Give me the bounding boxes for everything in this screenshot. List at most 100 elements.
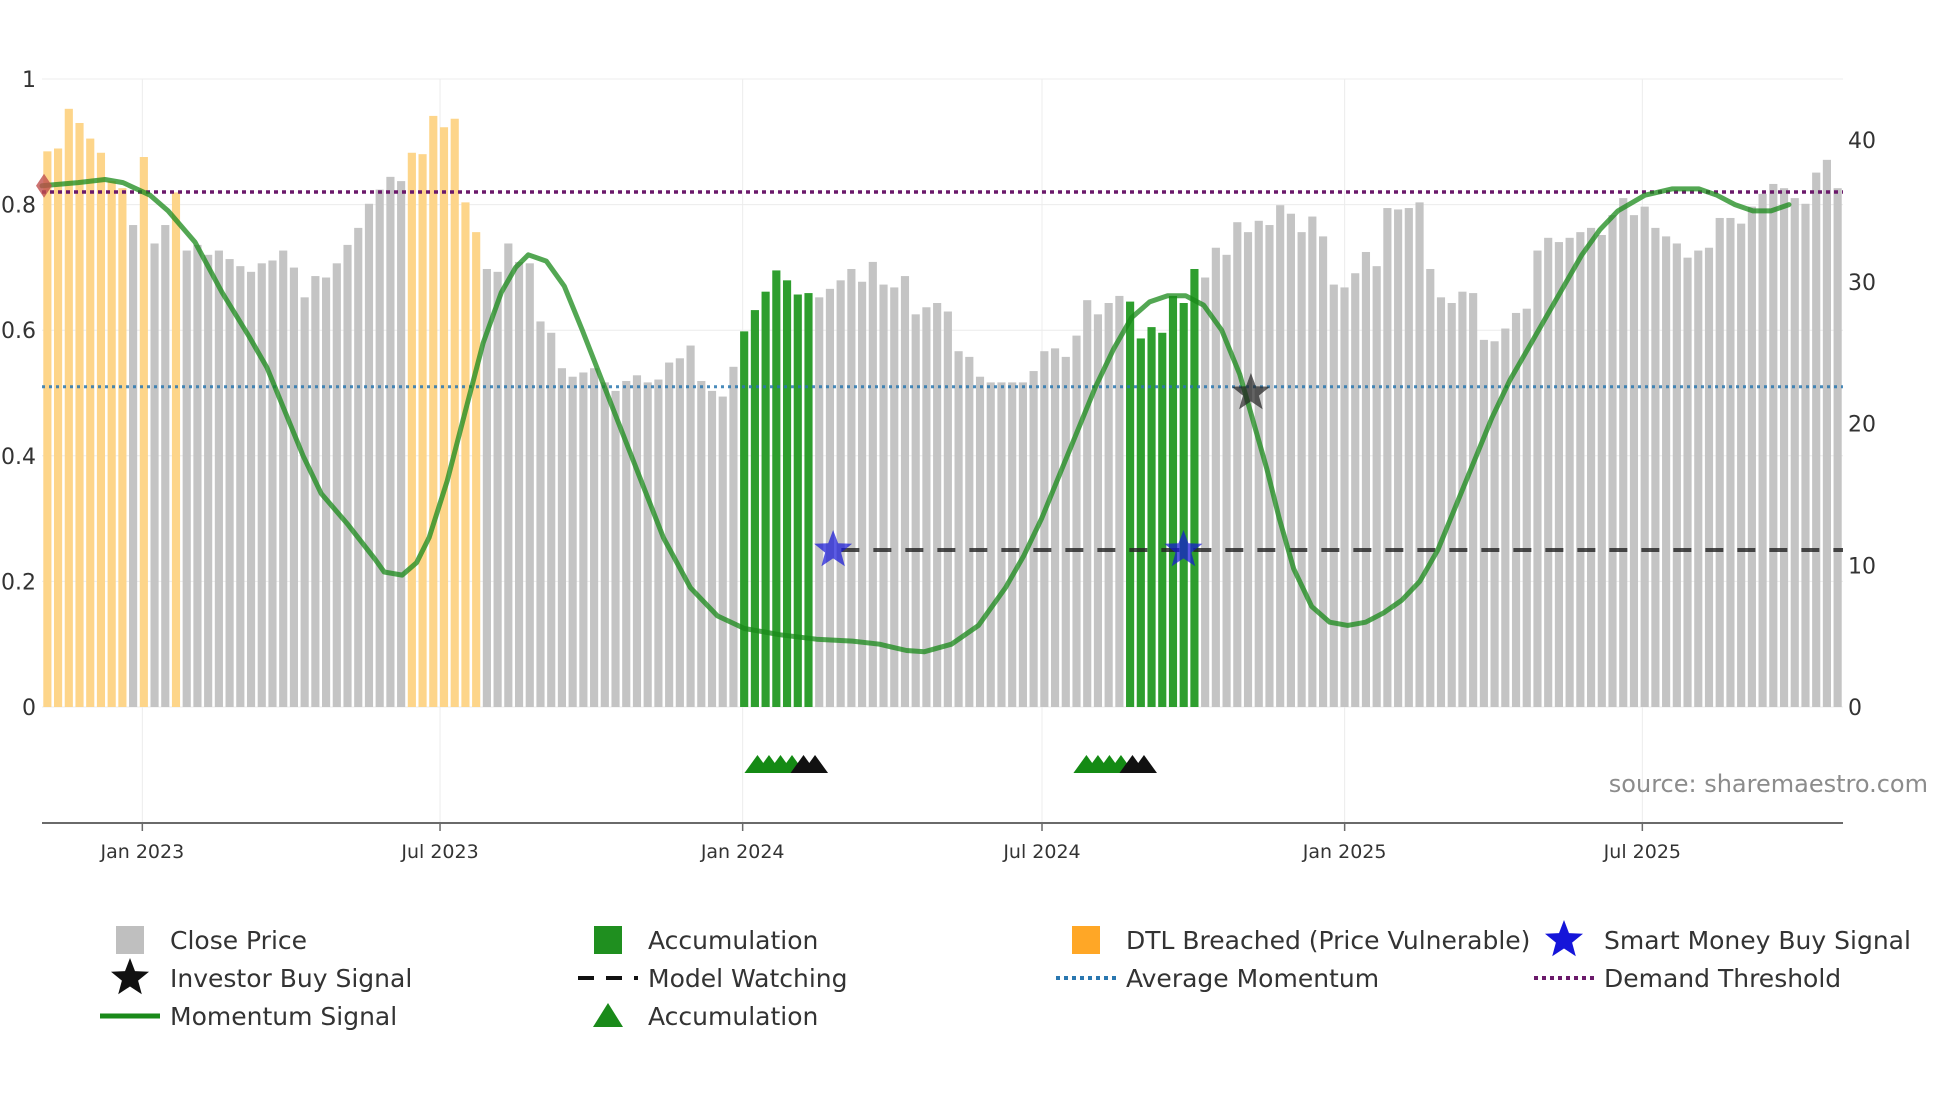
price-bar: [1243, 232, 1253, 707]
price-bar: [547, 332, 556, 707]
legend-label: Smart Money Buy Signal: [1604, 926, 1911, 955]
left-tick-label: 0.6: [1, 319, 36, 344]
accumulation-marker-strip: [744, 755, 1157, 773]
price-bar: [1747, 206, 1756, 707]
legend-model-watching: Model Watching: [578, 964, 848, 993]
price-bar: [1179, 303, 1188, 707]
price-bar: [590, 368, 599, 707]
price-bar: [1265, 225, 1274, 708]
price-bar: [1726, 217, 1735, 707]
price-bar: [236, 266, 245, 707]
price-bar: [686, 345, 695, 707]
price-bar: [182, 250, 191, 707]
price-bar: [1822, 159, 1831, 708]
x-tick-label: Jan 2025: [1302, 841, 1387, 863]
price-bar: [1779, 188, 1789, 707]
price-bar: [43, 151, 52, 708]
legend-accumulation: Accumulation: [593, 1002, 818, 1031]
price-bar: [1136, 338, 1145, 707]
price-bar: [600, 382, 609, 707]
legend-accumulation: Accumulation: [594, 926, 818, 955]
price-bar: [707, 390, 717, 707]
right-tick-label: 0: [1848, 696, 1862, 721]
price-bar: [1640, 206, 1649, 707]
price-bar: [493, 271, 502, 707]
price-bar: [118, 188, 127, 707]
right-tick-label: 40: [1848, 129, 1876, 154]
legend-label: Demand Threshold: [1604, 964, 1841, 993]
price-bar: [1394, 209, 1403, 707]
price-bar: [1565, 237, 1574, 707]
price-bar: [1361, 251, 1371, 708]
price-bar: [654, 379, 663, 707]
price-bar: [1629, 215, 1639, 707]
start-marker-icon: [36, 173, 52, 198]
price-bar: [1211, 247, 1220, 708]
price-bar: [675, 358, 684, 707]
price-bar: [793, 294, 802, 707]
price-bar: [1415, 202, 1424, 707]
price-bar: [697, 380, 706, 707]
price-bar: [729, 366, 738, 707]
left-tick-label: 1: [22, 68, 36, 93]
price-bar: [782, 280, 792, 707]
price-bar: [514, 261, 524, 707]
price-bar: [472, 232, 481, 707]
price-bar: [1372, 266, 1381, 707]
x-tick-label: Jan 2024: [700, 841, 785, 863]
price-bar: [1426, 268, 1435, 707]
price-bar: [322, 277, 331, 707]
price-bar: [1587, 227, 1596, 707]
source-caption: source: sharemaestro.com: [1609, 770, 1928, 798]
right-tick-label: 20: [1848, 413, 1876, 438]
price-bar: [397, 181, 406, 708]
price-bar: [997, 382, 1006, 707]
price-bar: [1522, 308, 1531, 707]
legend-average-momentum: Average Momentum: [1056, 964, 1379, 993]
reference-lines: [42, 190, 1843, 552]
price-bar: [107, 181, 116, 708]
price-bar: [214, 250, 223, 707]
price-bar: [1222, 254, 1231, 707]
price-bar: [665, 362, 674, 707]
price-bar: [740, 331, 749, 707]
price-bar: [1126, 301, 1135, 707]
price-bar: [825, 288, 835, 707]
price-bar: [922, 307, 931, 707]
price-bar: [772, 270, 781, 707]
price-bar: [150, 243, 159, 708]
legend-label: Average Momentum: [1126, 964, 1379, 993]
price-bar: [1040, 351, 1049, 707]
price-bar: [718, 396, 727, 707]
price-bar: [482, 268, 491, 707]
price-bar: [96, 152, 106, 707]
accumulation-triangle-icon: [1130, 755, 1157, 773]
price-bar: [1511, 312, 1521, 707]
legend-label: Model Watching: [648, 964, 848, 993]
price-bar: [975, 376, 985, 707]
price-bar: [429, 115, 438, 708]
price-bar: [1469, 293, 1478, 707]
legend-label: DTL Breached (Price Vulnerable): [1126, 926, 1530, 955]
price-bar: [1597, 234, 1606, 707]
legend-smart-money-buy-signal: Smart Money Buy Signal: [1545, 920, 1911, 957]
smart-money-buy-icon: [1164, 530, 1203, 567]
price-bar: [1308, 216, 1317, 708]
price-bar: [1093, 314, 1103, 707]
left-tick-label: 0.4: [1, 445, 36, 470]
price-bar: [965, 356, 974, 707]
price-bar: [1833, 188, 1842, 707]
price-bar: [986, 382, 995, 707]
price-bar: [1619, 198, 1628, 707]
legend-close-price: Close Price: [116, 926, 307, 955]
price-bar: [536, 321, 545, 707]
price-bar: [1458, 291, 1467, 707]
price-bar: [1318, 236, 1328, 707]
price-bar: [504, 243, 513, 708]
price-bar: [1018, 382, 1027, 707]
legend-momentum-signal: Momentum Signal: [100, 1002, 397, 1031]
price-bar: [268, 260, 277, 707]
price-bar: [1115, 295, 1124, 707]
price-bar: [54, 148, 63, 707]
